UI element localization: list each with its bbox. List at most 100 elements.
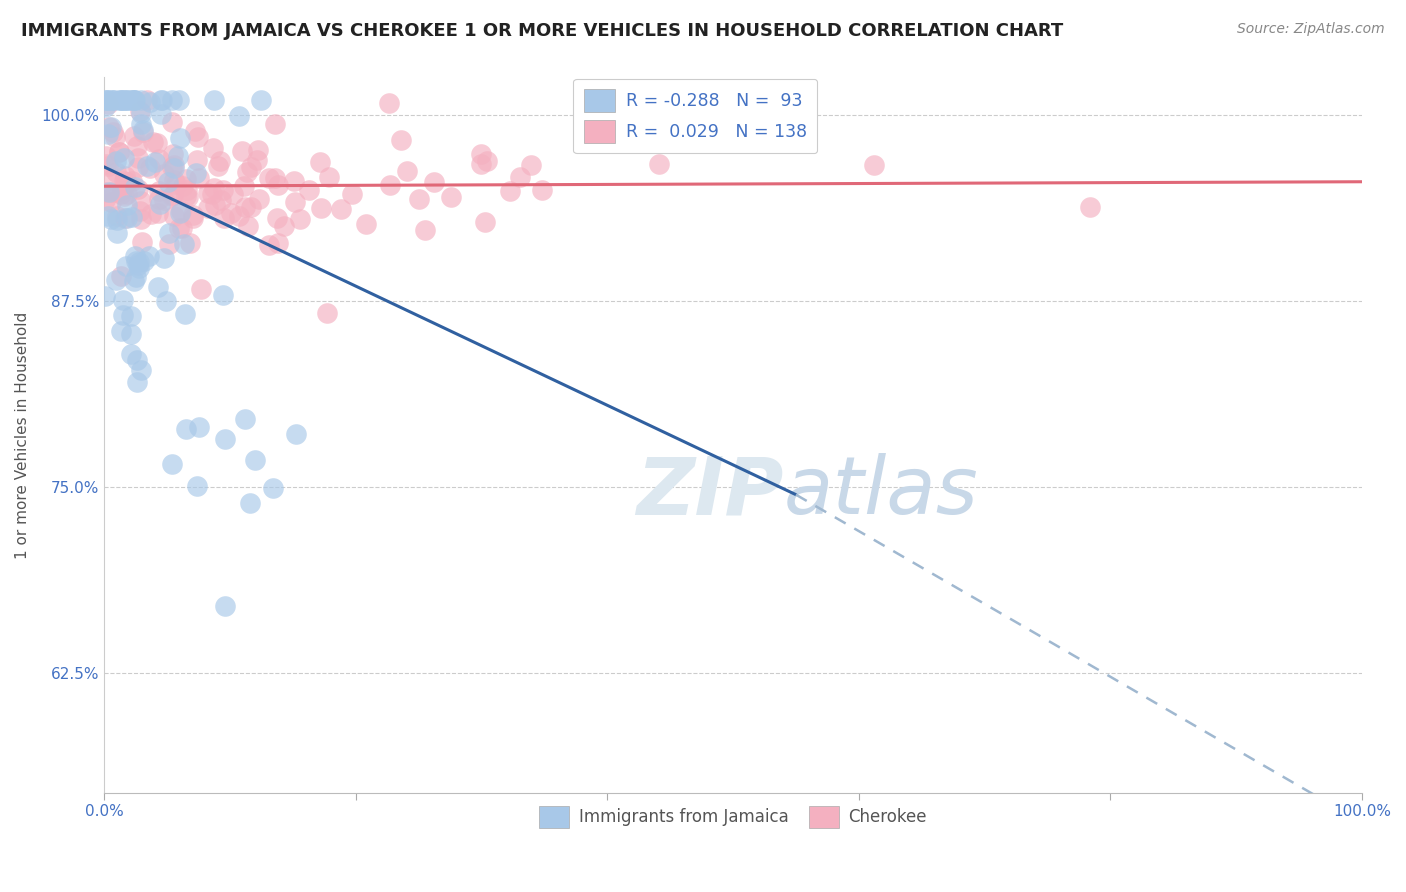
Point bbox=[96, 93, 118, 107]
Point bbox=[284, 194, 307, 209]
Point bbox=[204, 198, 226, 212]
Point bbox=[101, 125, 124, 139]
Point bbox=[127, 160, 149, 174]
Point bbox=[259, 170, 281, 185]
Point bbox=[157, 227, 180, 241]
Point bbox=[139, 161, 162, 175]
Point bbox=[160, 93, 183, 107]
Point bbox=[132, 122, 155, 136]
Point bbox=[149, 107, 172, 121]
Point bbox=[342, 187, 364, 202]
Point bbox=[111, 93, 134, 107]
Point bbox=[125, 270, 148, 285]
Point bbox=[186, 479, 208, 493]
Point bbox=[108, 145, 131, 159]
Point bbox=[160, 160, 183, 174]
Point bbox=[128, 261, 150, 276]
Point bbox=[97, 127, 120, 141]
Point bbox=[235, 165, 257, 179]
Point bbox=[179, 236, 201, 251]
Point bbox=[96, 93, 118, 107]
Point bbox=[233, 200, 256, 214]
Point bbox=[249, 93, 271, 107]
Text: IMMIGRANTS FROM JAMAICA VS CHEROKEE 1 OR MORE VEHICLES IN HOUSEHOLD CORRELATION : IMMIGRANTS FROM JAMAICA VS CHEROKEE 1 OR… bbox=[21, 22, 1063, 40]
Point bbox=[240, 200, 263, 214]
Point bbox=[98, 173, 121, 187]
Point bbox=[122, 129, 145, 144]
Point bbox=[111, 93, 134, 107]
Point bbox=[308, 155, 330, 169]
Point bbox=[153, 194, 176, 208]
Point bbox=[115, 93, 138, 107]
Point bbox=[122, 93, 145, 107]
Point bbox=[101, 93, 124, 107]
Point bbox=[200, 186, 222, 201]
Point bbox=[214, 432, 236, 446]
Point bbox=[499, 184, 522, 198]
Point bbox=[148, 152, 170, 166]
Point bbox=[127, 151, 149, 165]
Legend: Immigrants from Jamaica, Cherokee: Immigrants from Jamaica, Cherokee bbox=[533, 799, 934, 834]
Point bbox=[139, 95, 162, 109]
Point bbox=[125, 375, 148, 389]
Point bbox=[309, 201, 332, 215]
Point bbox=[212, 211, 235, 225]
Point bbox=[187, 130, 209, 145]
Point bbox=[259, 237, 281, 252]
Point bbox=[207, 160, 229, 174]
Point bbox=[111, 293, 134, 307]
Point bbox=[124, 179, 146, 194]
Point bbox=[298, 183, 321, 197]
Text: atlas: atlas bbox=[783, 453, 979, 532]
Point bbox=[233, 412, 256, 426]
Point bbox=[283, 174, 305, 188]
Point bbox=[108, 145, 131, 160]
Point bbox=[104, 129, 127, 144]
Point bbox=[243, 453, 266, 467]
Point bbox=[115, 259, 138, 273]
Point bbox=[110, 269, 132, 284]
Point bbox=[120, 326, 142, 341]
Point bbox=[190, 283, 212, 297]
Point bbox=[247, 192, 270, 206]
Point bbox=[150, 93, 173, 107]
Point bbox=[174, 422, 197, 436]
Point bbox=[214, 599, 236, 613]
Point bbox=[231, 145, 253, 159]
Point bbox=[197, 201, 219, 215]
Point bbox=[246, 143, 269, 157]
Point bbox=[97, 209, 120, 223]
Point bbox=[110, 324, 132, 338]
Point bbox=[153, 252, 176, 266]
Y-axis label: 1 or more Vehicles in Household: 1 or more Vehicles in Household bbox=[15, 311, 30, 558]
Point bbox=[187, 171, 209, 186]
Point bbox=[112, 174, 135, 188]
Point bbox=[120, 347, 142, 361]
Point bbox=[115, 175, 138, 189]
Point bbox=[209, 153, 232, 168]
Point bbox=[153, 168, 176, 182]
Point bbox=[94, 289, 117, 303]
Point bbox=[128, 204, 150, 219]
Point bbox=[135, 160, 157, 174]
Point bbox=[100, 195, 122, 210]
Point bbox=[129, 93, 152, 107]
Point bbox=[100, 93, 122, 107]
Point bbox=[157, 236, 180, 251]
Point bbox=[94, 100, 117, 114]
Point bbox=[121, 93, 143, 107]
Point bbox=[132, 253, 155, 268]
Point bbox=[162, 189, 184, 203]
Point bbox=[475, 154, 498, 169]
Point bbox=[222, 187, 245, 202]
Point bbox=[156, 175, 179, 189]
Point bbox=[124, 93, 146, 107]
Point bbox=[163, 161, 186, 175]
Point bbox=[264, 117, 287, 131]
Point bbox=[530, 183, 553, 197]
Point bbox=[127, 181, 149, 195]
Point bbox=[470, 147, 492, 161]
Point bbox=[209, 193, 232, 207]
Point bbox=[143, 155, 166, 169]
Point bbox=[162, 147, 184, 161]
